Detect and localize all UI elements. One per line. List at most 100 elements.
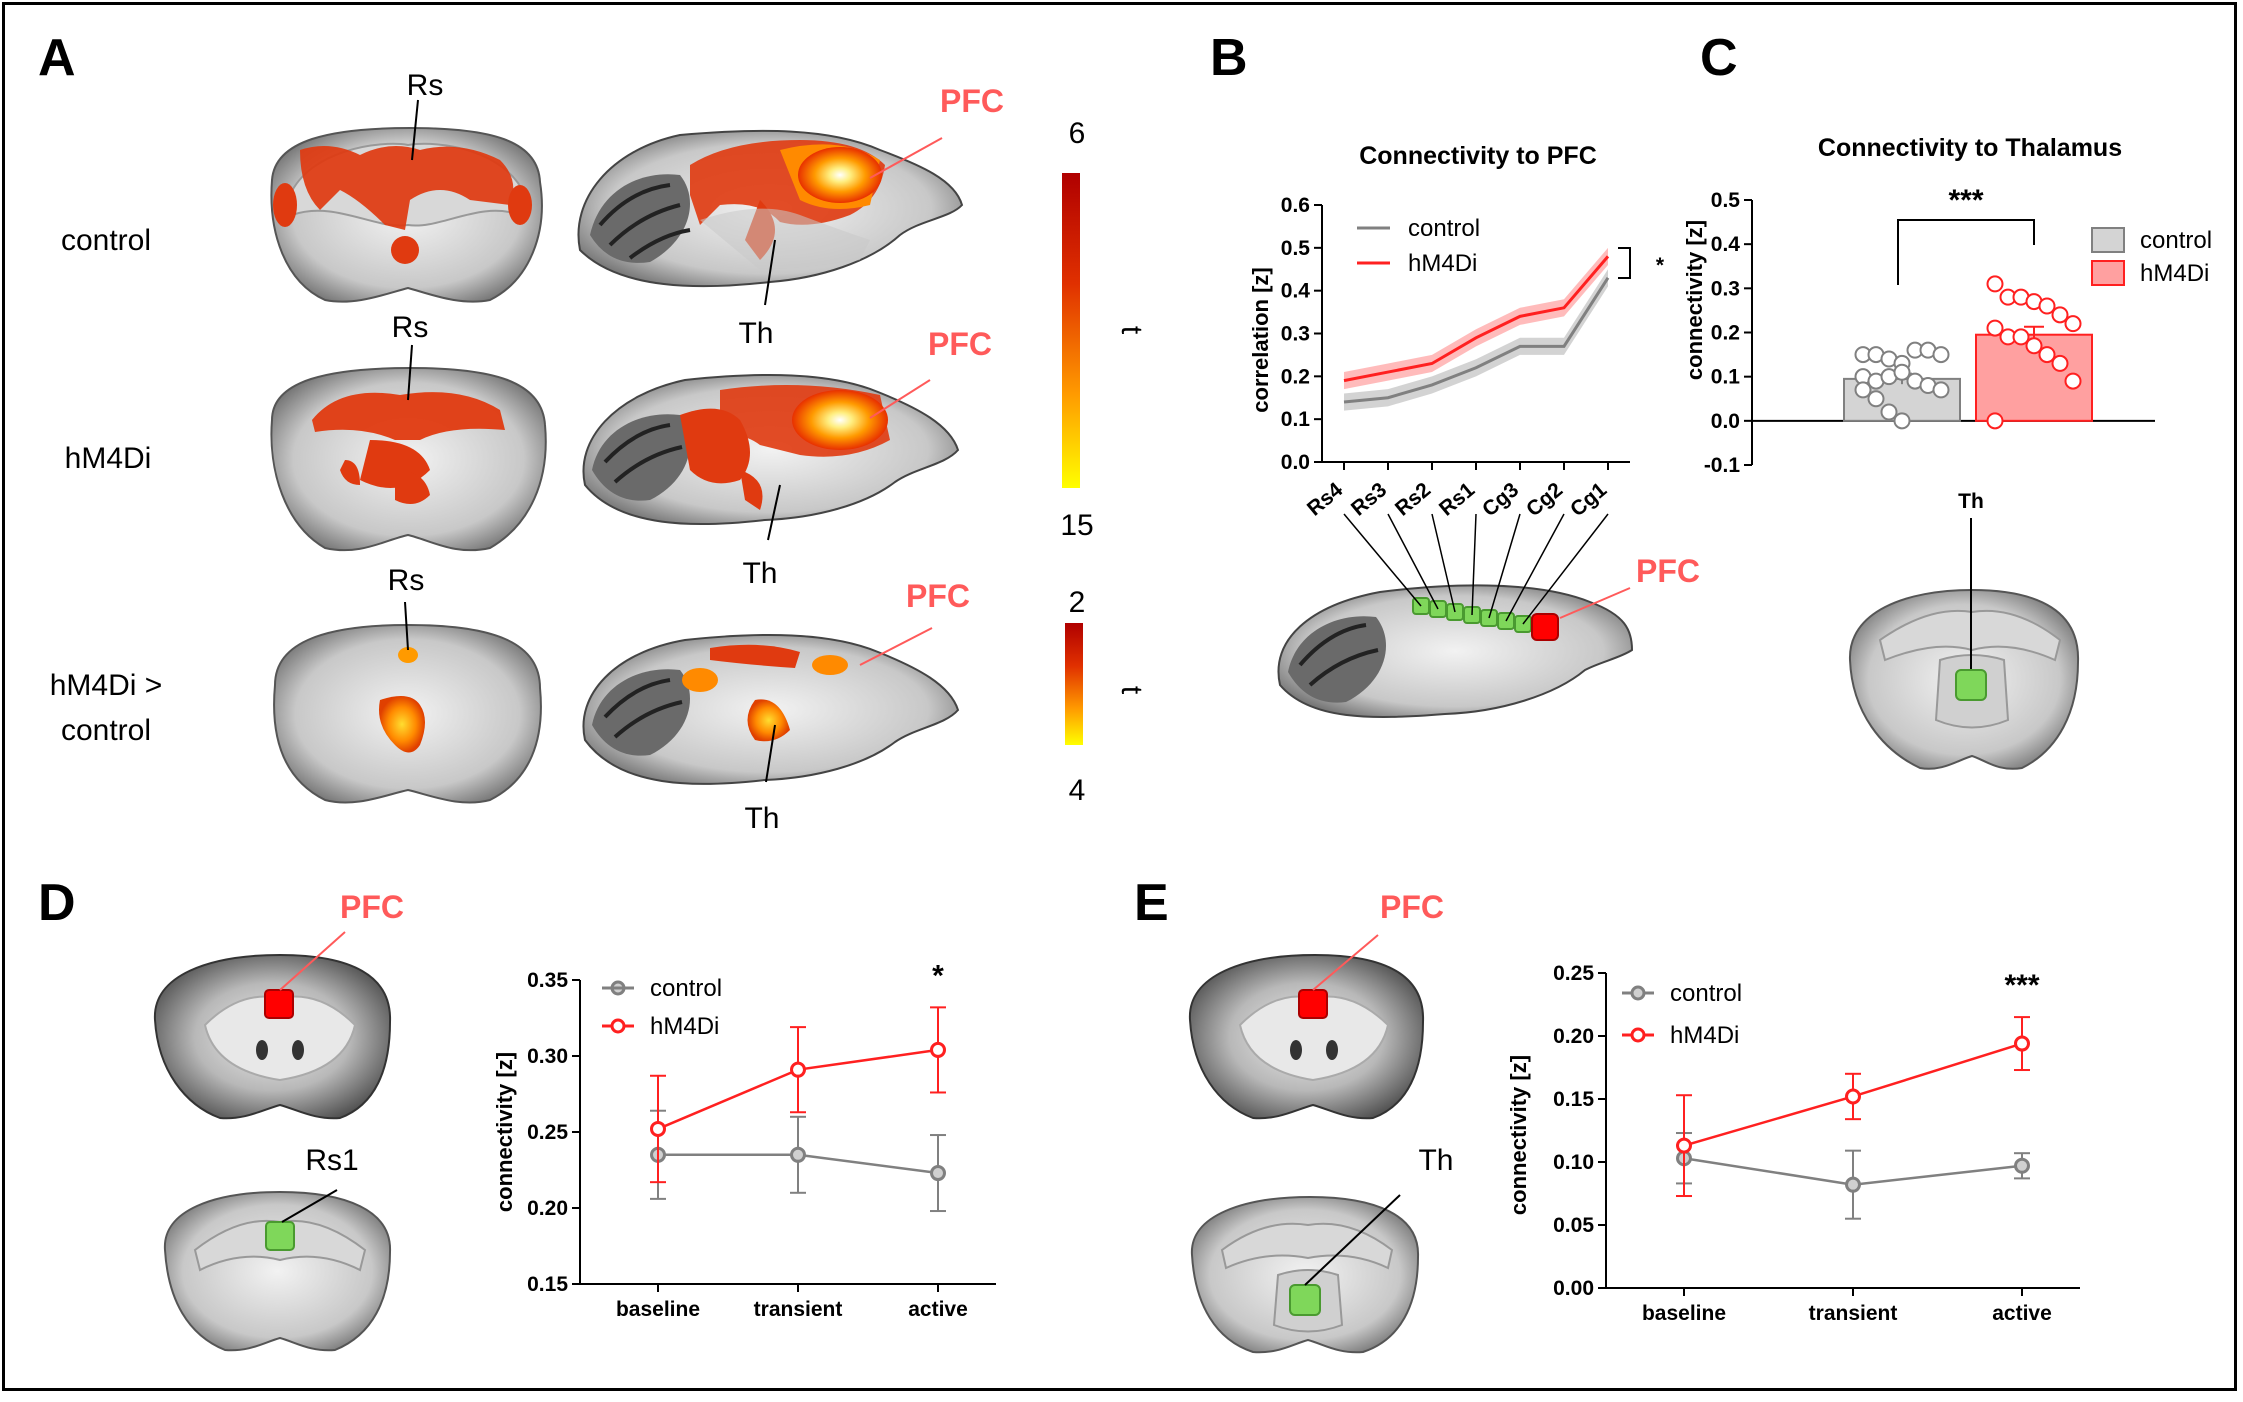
- roi-label-d: Rs1: [305, 1144, 358, 1177]
- chart-b-ytick-label: 0.4: [1281, 280, 1311, 303]
- coronal-brain-contrast: [273, 623, 542, 804]
- chart-d-xtick-label: transient: [754, 1298, 843, 1321]
- chart-d-sig: *: [932, 959, 944, 992]
- chart-b-sig: *: [1656, 254, 1665, 277]
- colorbar-2: [1065, 623, 1083, 745]
- pfc-pointer-3: [859, 627, 933, 666]
- chart-b-ytick-label: 0.0: [1281, 451, 1310, 474]
- rs-label-1: Rs: [407, 69, 444, 102]
- chart-e-xtick-label: baseline: [1642, 1302, 1726, 1325]
- chart-b-ylabel: correlation [z]: [1248, 267, 1273, 412]
- panel-d-label: D: [38, 874, 76, 932]
- chart-c-ytick-label: -0.1: [1704, 454, 1741, 477]
- th-label-a1: Th: [738, 317, 773, 350]
- pfc-label-b: PFC: [1636, 553, 1700, 589]
- rs1-pointer-d: [281, 1189, 338, 1223]
- chart-c-ytick-label: 0.4: [1711, 233, 1741, 256]
- sagittal-brain-control: [577, 129, 964, 288]
- roi-leader-rs3: [1387, 513, 1439, 610]
- chart-c-sig-bracket: [1897, 219, 2035, 285]
- pfc-pointer-b: [1559, 587, 1631, 619]
- chart-e-ylabel: connectivity [z]: [1506, 1055, 1531, 1215]
- dot-control: [1893, 412, 1911, 430]
- coronal-brain-hm4di: [270, 366, 547, 552]
- th-label-c: Th: [1958, 490, 1984, 513]
- chart-c-ytick-label: 0.0: [1711, 410, 1740, 433]
- chart-d-ylabel: connectivity [z]: [492, 1052, 517, 1212]
- chart-d-ytick-label: 0.35: [527, 969, 568, 992]
- panel-d: D PFC Rs1 connectivity [z] 0.150.200.250…: [38, 874, 996, 1352]
- chart-c-ytick-label: 0.1: [1711, 366, 1741, 389]
- sagittal-brain-hm4di: [582, 374, 960, 526]
- legend-d-hm4di: hM4Di: [650, 1013, 719, 1040]
- pfc-label-a3: PFC: [906, 578, 970, 614]
- pfc-pointer-d: [279, 931, 346, 991]
- pfc-label-a2: PFC: [928, 326, 992, 362]
- colorbar1-bottom: 15: [1060, 509, 1093, 542]
- dot-hm4di: [1986, 412, 2004, 430]
- rs-pointer-3: [404, 601, 409, 651]
- th-pointer-1: [764, 239, 776, 306]
- chart-e-ytick-label: 0.25: [1553, 962, 1594, 985]
- dot-hm4di: [2051, 354, 2069, 372]
- coronal-brain-control: [270, 126, 543, 303]
- legend-b-control: control: [1408, 215, 1480, 242]
- chart-e-ytick-label: 0.10: [1553, 1151, 1594, 1174]
- chart-b-ytick-label: 0.1: [1281, 408, 1311, 431]
- roi-label-e: Th: [1418, 1144, 1453, 1177]
- roi-leader-rs4: [1343, 513, 1422, 607]
- row-label-control: control: [61, 224, 151, 257]
- panel-a-label: A: [38, 29, 76, 87]
- roi-strip: [1412, 597, 1559, 641]
- roi-leader-rs1: [1471, 513, 1477, 616]
- dot-control: [1867, 390, 1885, 408]
- chart-b-line-hm4di: [1343, 255, 1610, 383]
- dot-control: [1932, 381, 1950, 399]
- coronal-brain-pfc-e: [1188, 953, 1425, 1120]
- chart-b-sig-bracket: [1618, 247, 1631, 279]
- legend-c-hm4di-swatch: [2091, 260, 2125, 286]
- panel-e-label: E: [1134, 874, 1169, 932]
- dot-control: [1854, 381, 1872, 399]
- colorbar1-top: 6: [1069, 117, 1086, 150]
- chart-d-point-control: [790, 1146, 806, 1163]
- th-label-a3: Th: [744, 802, 779, 835]
- chart-e-sig: ***: [2004, 969, 2039, 1002]
- chart-d-point-hm4di: [650, 1120, 666, 1137]
- chart-d-ytick-label: 0.25: [527, 1121, 568, 1144]
- row-label-hm4di: hM4Di: [65, 442, 152, 475]
- th-label-a2: Th: [742, 557, 777, 590]
- pfc-pointer-e: [1312, 934, 1379, 991]
- row-label-contrast-1: hM4Di >: [50, 669, 163, 702]
- coronal-brain-pfc-d: [153, 953, 392, 1120]
- panel-c-label: C: [1700, 29, 1738, 87]
- chart-b-title: Connectivity to PFC: [1359, 142, 1597, 170]
- chart-e-ytick-label: 0.00: [1553, 1277, 1594, 1300]
- chart-e-point-hm4di: [1676, 1137, 1692, 1154]
- pfc-label-a1: PFC: [940, 83, 1004, 119]
- rs-label-2: Rs: [392, 311, 429, 344]
- rs-pointer-1: [411, 99, 419, 161]
- chart-e-point-hm4di: [1845, 1088, 1861, 1105]
- legend-e-control-marker: [1630, 985, 1646, 1001]
- chart-b-line-control: [1343, 277, 1610, 404]
- legend-d-control: control: [650, 975, 722, 1002]
- chart-b-ytick-label: 0.3: [1281, 323, 1310, 346]
- dot-hm4di: [1986, 319, 2004, 337]
- chart-c: -0.1 0.0 0.1 0.2 0.3 0.4 0.5: [1704, 189, 2155, 477]
- dot-hm4di: [2064, 372, 2082, 390]
- chart-e: 0.00 0.05 0.10 0.15 0.20 0.25 baseline transien…: [1553, 962, 2080, 1325]
- chart-e-xtick-label: transient: [1809, 1302, 1898, 1325]
- roi-leader-cg2: [1505, 513, 1565, 622]
- dot-hm4di: [1986, 275, 2004, 293]
- legend-c-control: control: [2140, 227, 2212, 254]
- chart-b-band-control: [1344, 269, 1608, 411]
- chart-d-xtick-label: active: [908, 1298, 968, 1321]
- chart-d-xtick-label: baseline: [616, 1298, 700, 1321]
- panel-b-label: B: [1210, 29, 1248, 87]
- roi-leader-lines: [1343, 513, 1609, 625]
- dot-hm4di: [2038, 297, 2056, 315]
- chart-b-ytick-label: 0.2: [1281, 365, 1310, 388]
